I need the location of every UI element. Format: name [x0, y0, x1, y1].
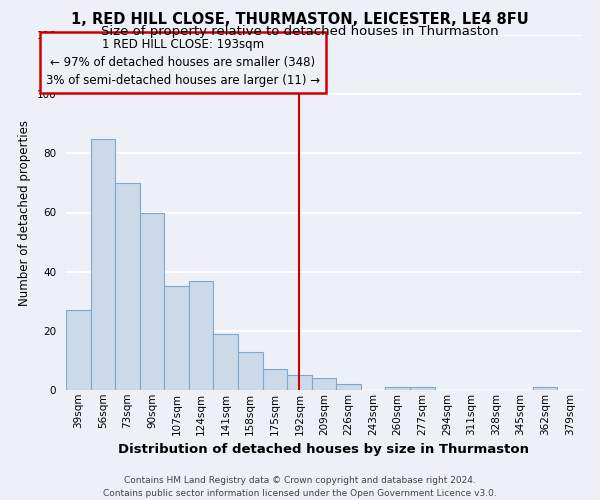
- Bar: [385, 387, 410, 390]
- Text: Contains HM Land Registry data © Crown copyright and database right 2024.
Contai: Contains HM Land Registry data © Crown c…: [103, 476, 497, 498]
- Bar: [115, 183, 140, 390]
- Bar: [214, 334, 238, 390]
- Bar: [164, 286, 189, 390]
- Text: Size of property relative to detached houses in Thurmaston: Size of property relative to detached ho…: [101, 25, 499, 38]
- Bar: [140, 212, 164, 390]
- Bar: [66, 310, 91, 390]
- Text: 1 RED HILL CLOSE: 193sqm
← 97% of detached houses are smaller (348)
3% of semi-d: 1 RED HILL CLOSE: 193sqm ← 97% of detach…: [46, 38, 320, 87]
- Bar: [336, 384, 361, 390]
- Y-axis label: Number of detached properties: Number of detached properties: [18, 120, 31, 306]
- Bar: [263, 370, 287, 390]
- Bar: [238, 352, 263, 390]
- Bar: [533, 387, 557, 390]
- X-axis label: Distribution of detached houses by size in Thurmaston: Distribution of detached houses by size …: [119, 443, 530, 456]
- Bar: [287, 375, 312, 390]
- Bar: [91, 138, 115, 390]
- Bar: [312, 378, 336, 390]
- Bar: [189, 280, 214, 390]
- Text: 1, RED HILL CLOSE, THURMASTON, LEICESTER, LE4 8FU: 1, RED HILL CLOSE, THURMASTON, LEICESTER…: [71, 12, 529, 28]
- Bar: [410, 387, 434, 390]
